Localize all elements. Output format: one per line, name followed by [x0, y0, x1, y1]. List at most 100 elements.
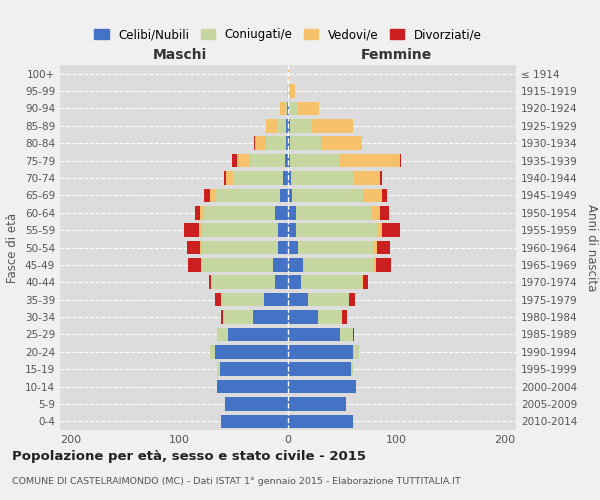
Bar: [382, 224, 400, 237]
Bar: [298, 102, 319, 115]
Bar: [382, 188, 387, 202]
Bar: [187, 240, 200, 254]
Bar: [287, 84, 288, 98]
Bar: [340, 154, 400, 168]
Bar: [286, 136, 288, 150]
Bar: [221, 414, 288, 428]
Bar: [288, 240, 298, 254]
Bar: [288, 206, 296, 220]
Y-axis label: Anni di nascita: Anni di nascita: [584, 204, 598, 291]
Bar: [342, 310, 347, 324]
Bar: [296, 224, 378, 237]
Bar: [250, 154, 285, 168]
Bar: [215, 345, 288, 358]
Bar: [194, 206, 200, 220]
Bar: [290, 136, 320, 150]
Bar: [277, 119, 286, 132]
Bar: [288, 276, 301, 289]
Bar: [217, 362, 220, 376]
Bar: [288, 362, 351, 376]
Bar: [298, 240, 374, 254]
Bar: [291, 171, 354, 185]
Bar: [288, 171, 291, 185]
Bar: [200, 240, 202, 254]
Bar: [273, 258, 288, 272]
Bar: [285, 102, 287, 115]
Y-axis label: Fasce di età: Fasce di età: [7, 212, 19, 282]
Bar: [225, 397, 288, 410]
Bar: [275, 276, 288, 289]
Bar: [232, 154, 237, 168]
Bar: [200, 206, 205, 220]
Bar: [290, 119, 312, 132]
Text: Popolazione per età, sesso e stato civile - 2015: Popolazione per età, sesso e stato civil…: [12, 450, 366, 463]
Bar: [290, 154, 340, 168]
Bar: [287, 102, 288, 115]
Bar: [320, 136, 362, 150]
Bar: [209, 276, 211, 289]
Bar: [288, 310, 319, 324]
Bar: [288, 397, 346, 410]
Bar: [202, 258, 273, 272]
Bar: [256, 136, 266, 150]
Bar: [376, 258, 391, 272]
Bar: [280, 102, 285, 115]
Bar: [199, 224, 202, 237]
Bar: [266, 119, 277, 132]
Bar: [288, 293, 308, 306]
Bar: [233, 171, 283, 185]
Bar: [221, 293, 264, 306]
Bar: [205, 188, 210, 202]
Bar: [353, 328, 354, 341]
Bar: [378, 224, 382, 237]
Bar: [280, 188, 288, 202]
Bar: [215, 188, 280, 202]
Bar: [188, 258, 201, 272]
Bar: [288, 328, 340, 341]
Bar: [289, 102, 298, 115]
Bar: [253, 310, 288, 324]
Bar: [288, 67, 289, 80]
Text: Femmine: Femmine: [361, 48, 432, 62]
Bar: [285, 154, 288, 168]
Bar: [283, 171, 288, 185]
Bar: [349, 293, 355, 306]
Bar: [351, 362, 353, 376]
Bar: [288, 345, 353, 358]
Bar: [205, 206, 275, 220]
Bar: [288, 380, 356, 394]
Bar: [380, 171, 382, 185]
Bar: [212, 276, 275, 289]
Bar: [308, 293, 349, 306]
Bar: [354, 171, 380, 185]
Bar: [380, 206, 389, 220]
Bar: [228, 328, 288, 341]
Bar: [184, 224, 199, 237]
Bar: [374, 240, 377, 254]
Bar: [211, 276, 212, 289]
Bar: [371, 206, 380, 220]
Text: Maschi: Maschi: [152, 48, 206, 62]
Bar: [363, 188, 382, 202]
Bar: [237, 154, 250, 168]
Bar: [278, 240, 288, 254]
Bar: [226, 171, 233, 185]
Bar: [400, 154, 401, 168]
Bar: [288, 258, 303, 272]
Bar: [288, 188, 292, 202]
Bar: [288, 119, 290, 132]
Bar: [288, 136, 290, 150]
Bar: [217, 328, 228, 341]
Bar: [353, 345, 359, 358]
Bar: [202, 240, 278, 254]
Bar: [290, 84, 295, 98]
Bar: [312, 119, 353, 132]
Bar: [215, 293, 221, 306]
Bar: [288, 414, 353, 428]
Bar: [303, 258, 374, 272]
Bar: [296, 206, 371, 220]
Bar: [220, 362, 288, 376]
Bar: [266, 136, 286, 150]
Bar: [201, 258, 202, 272]
Bar: [363, 276, 368, 289]
